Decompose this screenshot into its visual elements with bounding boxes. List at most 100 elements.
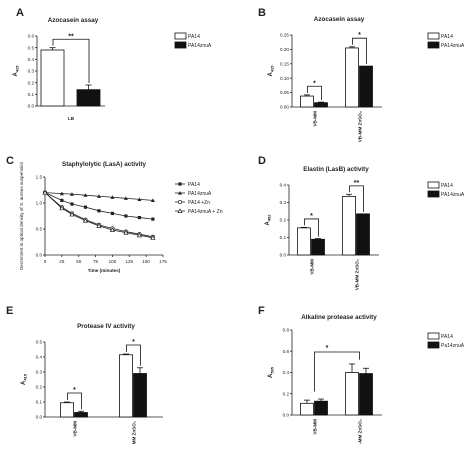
data-point [42,189,48,195]
y-tick-label: 0.3 [280,200,287,205]
significance-label: * [313,80,316,87]
bar-pa14znua-1 [356,213,370,256]
data-point [124,214,128,218]
bar-pa14-1 [342,195,356,256]
chart-title: Elastin (LasB) activity [303,166,369,173]
significance-bracket [349,185,364,212]
panel-c: C Staphylolytic (LasA) activity 0.0 0.5 1.0 1… [6,155,223,273]
chart-title: Alkaline protease activity [301,314,377,321]
significance-label: * [132,339,135,346]
legend-marker [178,191,182,195]
legend-swatch [427,190,440,198]
panel-label: E [6,305,13,317]
data-point [59,205,65,211]
bar-pa14-0 [40,49,65,107]
bar-pa14znua-0 [74,412,88,418]
y-tick-label: 0.8 [283,328,290,333]
x-tick-label: 125 [125,259,133,264]
bar-pa14-0 [60,402,74,418]
x-category-label: VB-MM [313,419,318,435]
panel-label: D [258,155,266,167]
data-point [137,197,142,201]
bar-pa14-1 [345,372,359,416]
data-point [97,209,101,213]
legend-swatch [427,41,440,49]
y-tick-label: 0.2 [280,218,287,223]
y-tick-label: 0.5 [28,45,35,50]
y-axis-label-subscript: 492 [267,214,272,221]
data-point [59,191,64,196]
significance-label: * [310,213,313,220]
x-tick-label: 0 [44,259,47,264]
x-tick-label: 150 [142,259,150,264]
data-point [110,195,115,199]
y-tick-label: 0.0 [36,415,43,420]
y-tick-label: 0.15 [280,61,289,66]
legend-marker [178,182,182,186]
y-axis-label: Decrement in optical density of S. aureu… [19,161,24,270]
data-point [123,229,129,235]
x-category-label: VB-MM [73,421,78,437]
x-category-label: VB-MM ZnSO₄ [355,259,360,290]
data-point [70,202,74,206]
y-tick-label: 0.05 [280,90,289,95]
x-tick-label: 175 [159,259,167,264]
panel-label: B [258,7,266,19]
y-axis-label-subscript: 415 [270,65,275,72]
x-tick-label: 25 [59,259,65,264]
y-axis-label-subscript: 595 [270,366,275,373]
y-axis-label-subscript: 415 [23,373,28,380]
significance-bracket [67,392,82,410]
legend-label: PA14 +Zn [188,200,210,206]
data-point [123,196,128,200]
panel-b: B Azocasein assay 0.00 0.05 0.10 0.15 0.20 0.25… [258,7,465,142]
y-tick-label: 1.0 [36,201,43,206]
panel-label: C [6,155,14,167]
y-tick-label: 0.0 [280,253,287,258]
panel-f: F Alkaline protease activity 0.0 0.2 0.4 0.6 0… [258,305,465,449]
panel-label: A [16,7,24,19]
y-tick-label: 0.4 [28,57,35,62]
bar-pa14-1 [119,354,133,418]
y-tick-label: 0.1 [36,400,43,405]
data-point [96,223,102,228]
x-category-label: VB-MM ZnSO₄ [132,421,137,444]
data-point [60,198,64,202]
legend-swatch [174,41,187,49]
y-tick-label: 0.0 [28,104,35,109]
legend-swatch [427,32,440,40]
legend-marker [177,208,183,213]
bar-pa14znua-1 [359,373,373,416]
y-tick-label: 0.1 [28,92,35,97]
legend-label: PA14znuA [441,192,465,198]
y-tick-label: 0.5 [36,227,43,232]
y-tick-label: 0.3 [28,69,35,74]
legend-swatch [427,341,440,349]
y-tick-label: 1.5 [36,175,43,180]
chart-title: Azocasein assay [314,16,365,23]
x-category-label: VB-MM [313,111,318,127]
x-category-label: LB [68,116,75,121]
y-tick-label: 0.4 [283,370,290,375]
data-point [150,235,156,240]
legend-label: PA14 [188,182,200,188]
significance-bracket [126,344,141,366]
chart-title: Azocasein assay [48,17,99,24]
significance-label: ** [354,180,360,187]
legend-label: PA14 [441,334,453,340]
chart-title: Staphylolytic (LasA) activity [62,161,146,168]
significance-bracket [314,351,360,392]
x-tick-label: 75 [93,259,99,264]
legend-label: PA14znuA [441,43,465,49]
significance-label: ** [68,33,74,40]
y-tick-label: 0.3 [36,370,43,375]
significance-label: * [326,345,329,352]
y-axis-label: A595 [268,366,275,378]
data-point [109,227,116,232]
bar-pa14znua-1 [133,373,147,418]
panel-d: D Elastin (LasB) activity 0.0 0.1 0.2 0.3 0.4 A… [258,155,465,290]
y-axis-label: A415 [13,65,20,77]
panel-a: A Azocasein assay 0.0 0.1 0.2 0.3 0.4 0.5 0.6 A41… [13,7,212,121]
significance-bracket [52,38,90,83]
